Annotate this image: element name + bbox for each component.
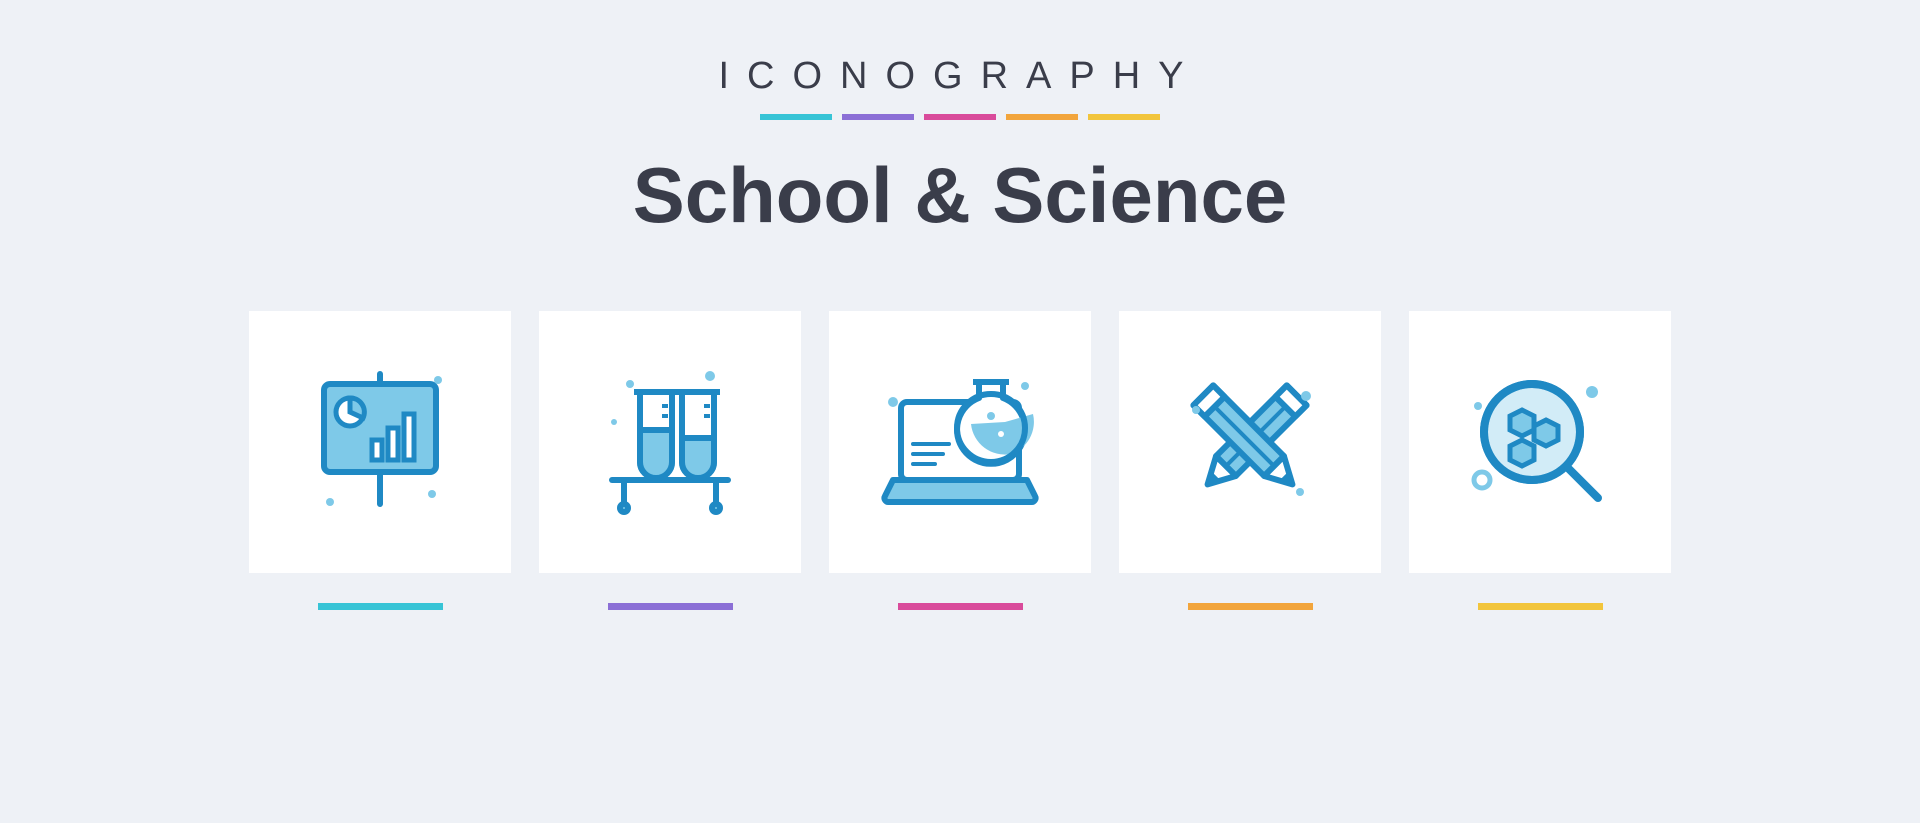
presentation-chart-icon — [300, 362, 460, 522]
laptop-flask-icon — [875, 362, 1045, 522]
icon-tile — [1409, 311, 1671, 573]
test-tubes-icon — [590, 362, 750, 522]
icon-card — [249, 311, 511, 610]
brand-bar-5 — [1088, 114, 1160, 120]
card-underline — [1478, 603, 1603, 610]
brand-title: ICONOGRAPHY — [718, 55, 1201, 98]
icon-card — [539, 311, 801, 610]
brand-bar-3 — [924, 114, 996, 120]
icon-tile — [249, 311, 511, 573]
card-underline — [1188, 603, 1313, 610]
brand-bar-1 — [760, 114, 832, 120]
brand-bar-4 — [1006, 114, 1078, 120]
icon-card — [1119, 311, 1381, 610]
icon-tile — [829, 311, 1091, 573]
card-underline — [608, 603, 733, 610]
pack-title: School & Science — [633, 150, 1288, 241]
icon-tile — [1119, 311, 1381, 573]
pencils-cross-icon — [1170, 362, 1330, 522]
icon-tile — [539, 311, 801, 573]
card-underline — [898, 603, 1023, 610]
magnifier-molecule-icon — [1460, 362, 1620, 522]
icon-row — [249, 311, 1671, 610]
brand-color-bars — [760, 114, 1160, 120]
card-underline — [318, 603, 443, 610]
icon-card — [1409, 311, 1671, 610]
icon-card — [829, 311, 1091, 610]
brand-bar-2 — [842, 114, 914, 120]
